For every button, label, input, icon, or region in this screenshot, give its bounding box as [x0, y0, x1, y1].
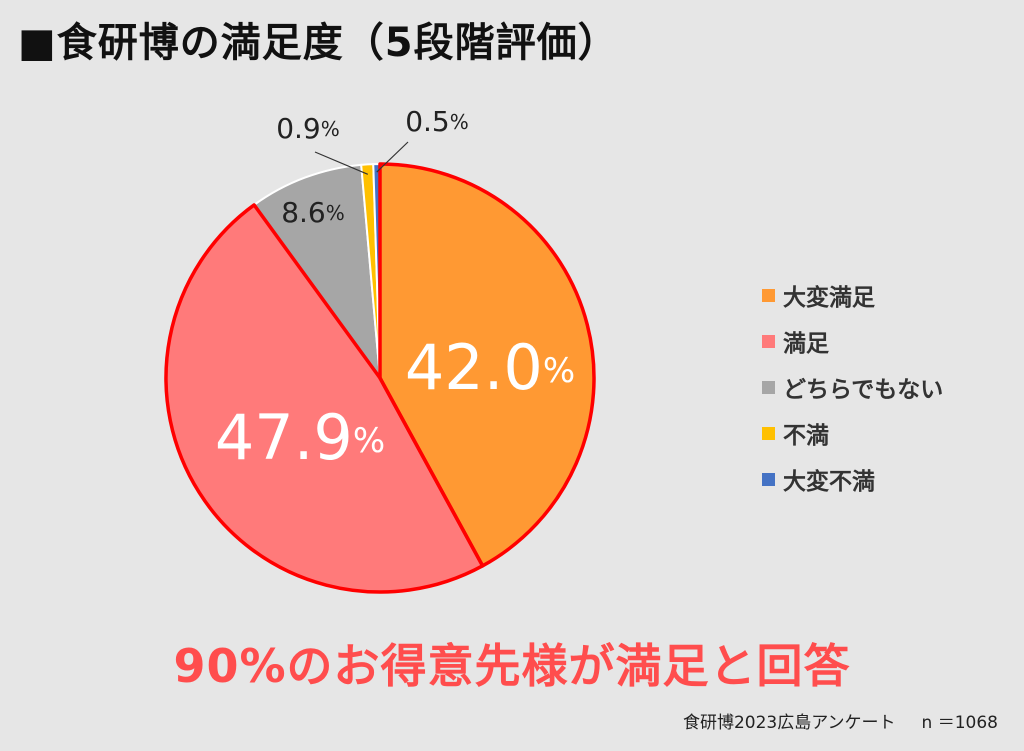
legend: 大変満足満足どちらでもない 不満大変不満	[762, 272, 943, 502]
legend-label-1: 満足	[783, 331, 829, 357]
data-label-1: 47.9%	[215, 401, 385, 474]
legend-item-1: 満足	[762, 318, 943, 364]
legend-item-0: 大変満足	[762, 272, 943, 318]
legend-label-3: 不満	[783, 423, 829, 449]
legend-label-2: どちらでもない	[783, 377, 944, 403]
data-label-2: 8.6%	[281, 196, 345, 229]
chart-title: ■食研博の満足度（5段階評価）	[18, 20, 619, 66]
source-note: 食研博2023広島アンケート n ＝1068	[683, 708, 998, 733]
legend-swatch-4	[762, 472, 775, 486]
highlight-outline-0	[378, 162, 596, 568]
data-label-3: 0.9%	[276, 112, 340, 145]
legend-item-3: 不満	[762, 410, 943, 456]
legend-item-2: どちらでもない	[762, 364, 943, 410]
source-label: 食研博2023広島アンケート	[682, 713, 896, 733]
sample-size: n ＝1068	[921, 713, 998, 733]
highlight-outline-1	[164, 203, 485, 594]
leader-line-3	[314, 151, 369, 175]
headline: 90%のお得意先様が満足と回答	[173, 639, 851, 693]
legend-label-0: 大変満足	[783, 285, 875, 311]
legend-label-4: 大変不満	[783, 469, 875, 495]
legend-swatch-2	[762, 380, 775, 394]
pie-slice-2	[252, 163, 382, 382]
data-label-4: 0.5%	[405, 105, 469, 138]
legend-item-4: 大変不満	[762, 456, 943, 502]
legend-swatch-3	[762, 426, 775, 440]
leader-line-4	[376, 141, 409, 173]
legend-swatch-0	[762, 288, 775, 302]
legend-swatch-1	[762, 334, 775, 348]
data-label-0: 42.0%	[405, 331, 575, 404]
